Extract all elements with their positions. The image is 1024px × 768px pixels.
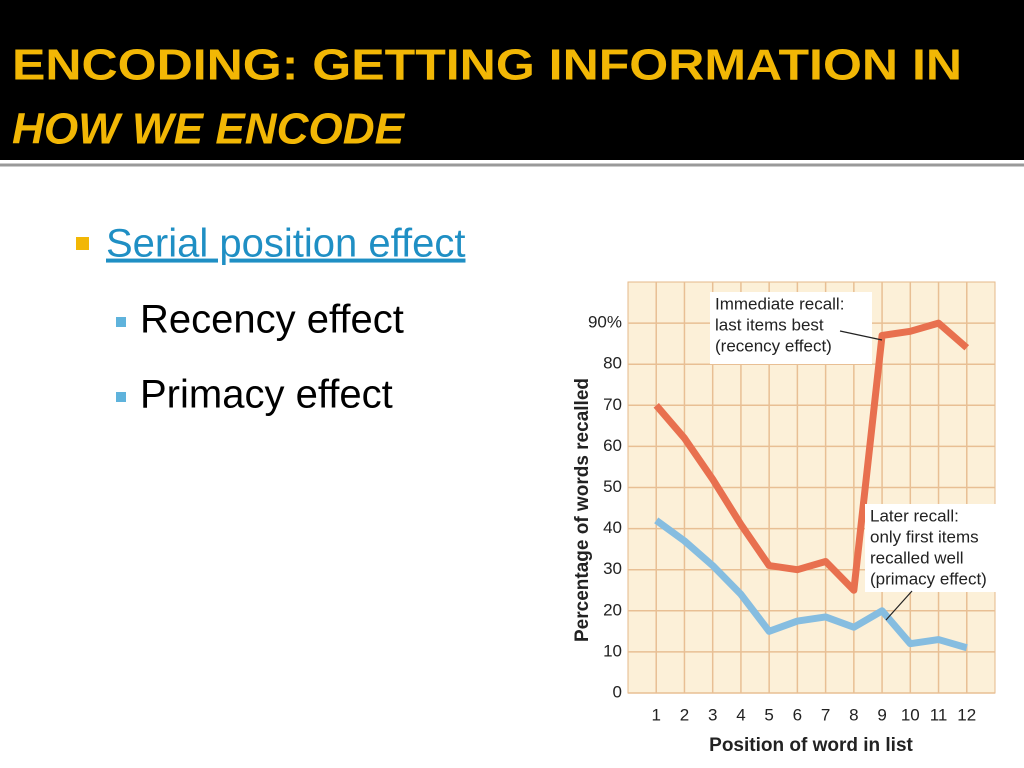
x-tick-label: 6 <box>793 705 802 724</box>
x-tick-label: 2 <box>680 705 689 724</box>
y-tick-label: 10 <box>603 641 622 660</box>
x-tick-label: 9 <box>877 705 886 724</box>
sub-bullet-marker <box>116 392 126 402</box>
annotation-box <box>710 292 872 364</box>
x-axis-label: Position of word in list <box>709 735 913 756</box>
bullet[interactable]: Serial position effect <box>106 222 465 266</box>
x-tick-label: 8 <box>849 705 858 724</box>
annotation-box <box>865 504 1002 592</box>
annotation-leader <box>885 590 913 621</box>
annotation: Later recall: <box>870 506 959 525</box>
x-tick-label: 11 <box>930 705 948 724</box>
x-tick-label: 12 <box>957 705 976 724</box>
annotation: (recency effect) <box>715 336 832 355</box>
y-tick-label: 50 <box>603 477 622 496</box>
y-tick-label: 30 <box>603 559 622 578</box>
x-tick-label: 5 <box>764 705 773 724</box>
header-band <box>0 0 1024 160</box>
y-tick-label: 80 <box>603 354 622 373</box>
x-tick-label: 7 <box>821 705 830 724</box>
x-tick-label: 3 <box>708 705 717 724</box>
sub-bullet-marker <box>116 317 126 327</box>
series-line <box>653 319 970 594</box>
y-tick-label: 60 <box>603 436 622 455</box>
sub-bullet: Primacy effect <box>140 373 393 417</box>
annotation: last items best <box>715 315 824 334</box>
slide-title: ENCODING: GETTING INFORMATION IN <box>12 41 962 90</box>
sub-bullet: Recency effect <box>140 298 404 342</box>
bullet-marker <box>76 237 89 250</box>
y-tick-label: 70 <box>603 395 622 414</box>
series-line <box>654 517 968 652</box>
annotation: recalled well <box>870 548 964 567</box>
slide-subtitle: HOW WE ENCODE <box>12 105 406 154</box>
y-tick-label: 20 <box>603 600 622 619</box>
annotation: (primacy effect) <box>870 569 987 588</box>
x-tick-label: 4 <box>736 705 745 724</box>
x-tick-label: 10 <box>901 705 920 724</box>
annotation: Immediate recall: <box>715 294 844 313</box>
x-tick-label: 1 <box>651 705 660 724</box>
y-axis-label: Percentage of words recalled <box>572 378 593 642</box>
y-tick-label: 0 <box>613 682 622 701</box>
y-tick-label: 40 <box>603 518 622 537</box>
annotation: only first items <box>870 527 979 546</box>
y-tick-label: 90% <box>588 313 622 332</box>
annotation-leader <box>839 330 883 341</box>
